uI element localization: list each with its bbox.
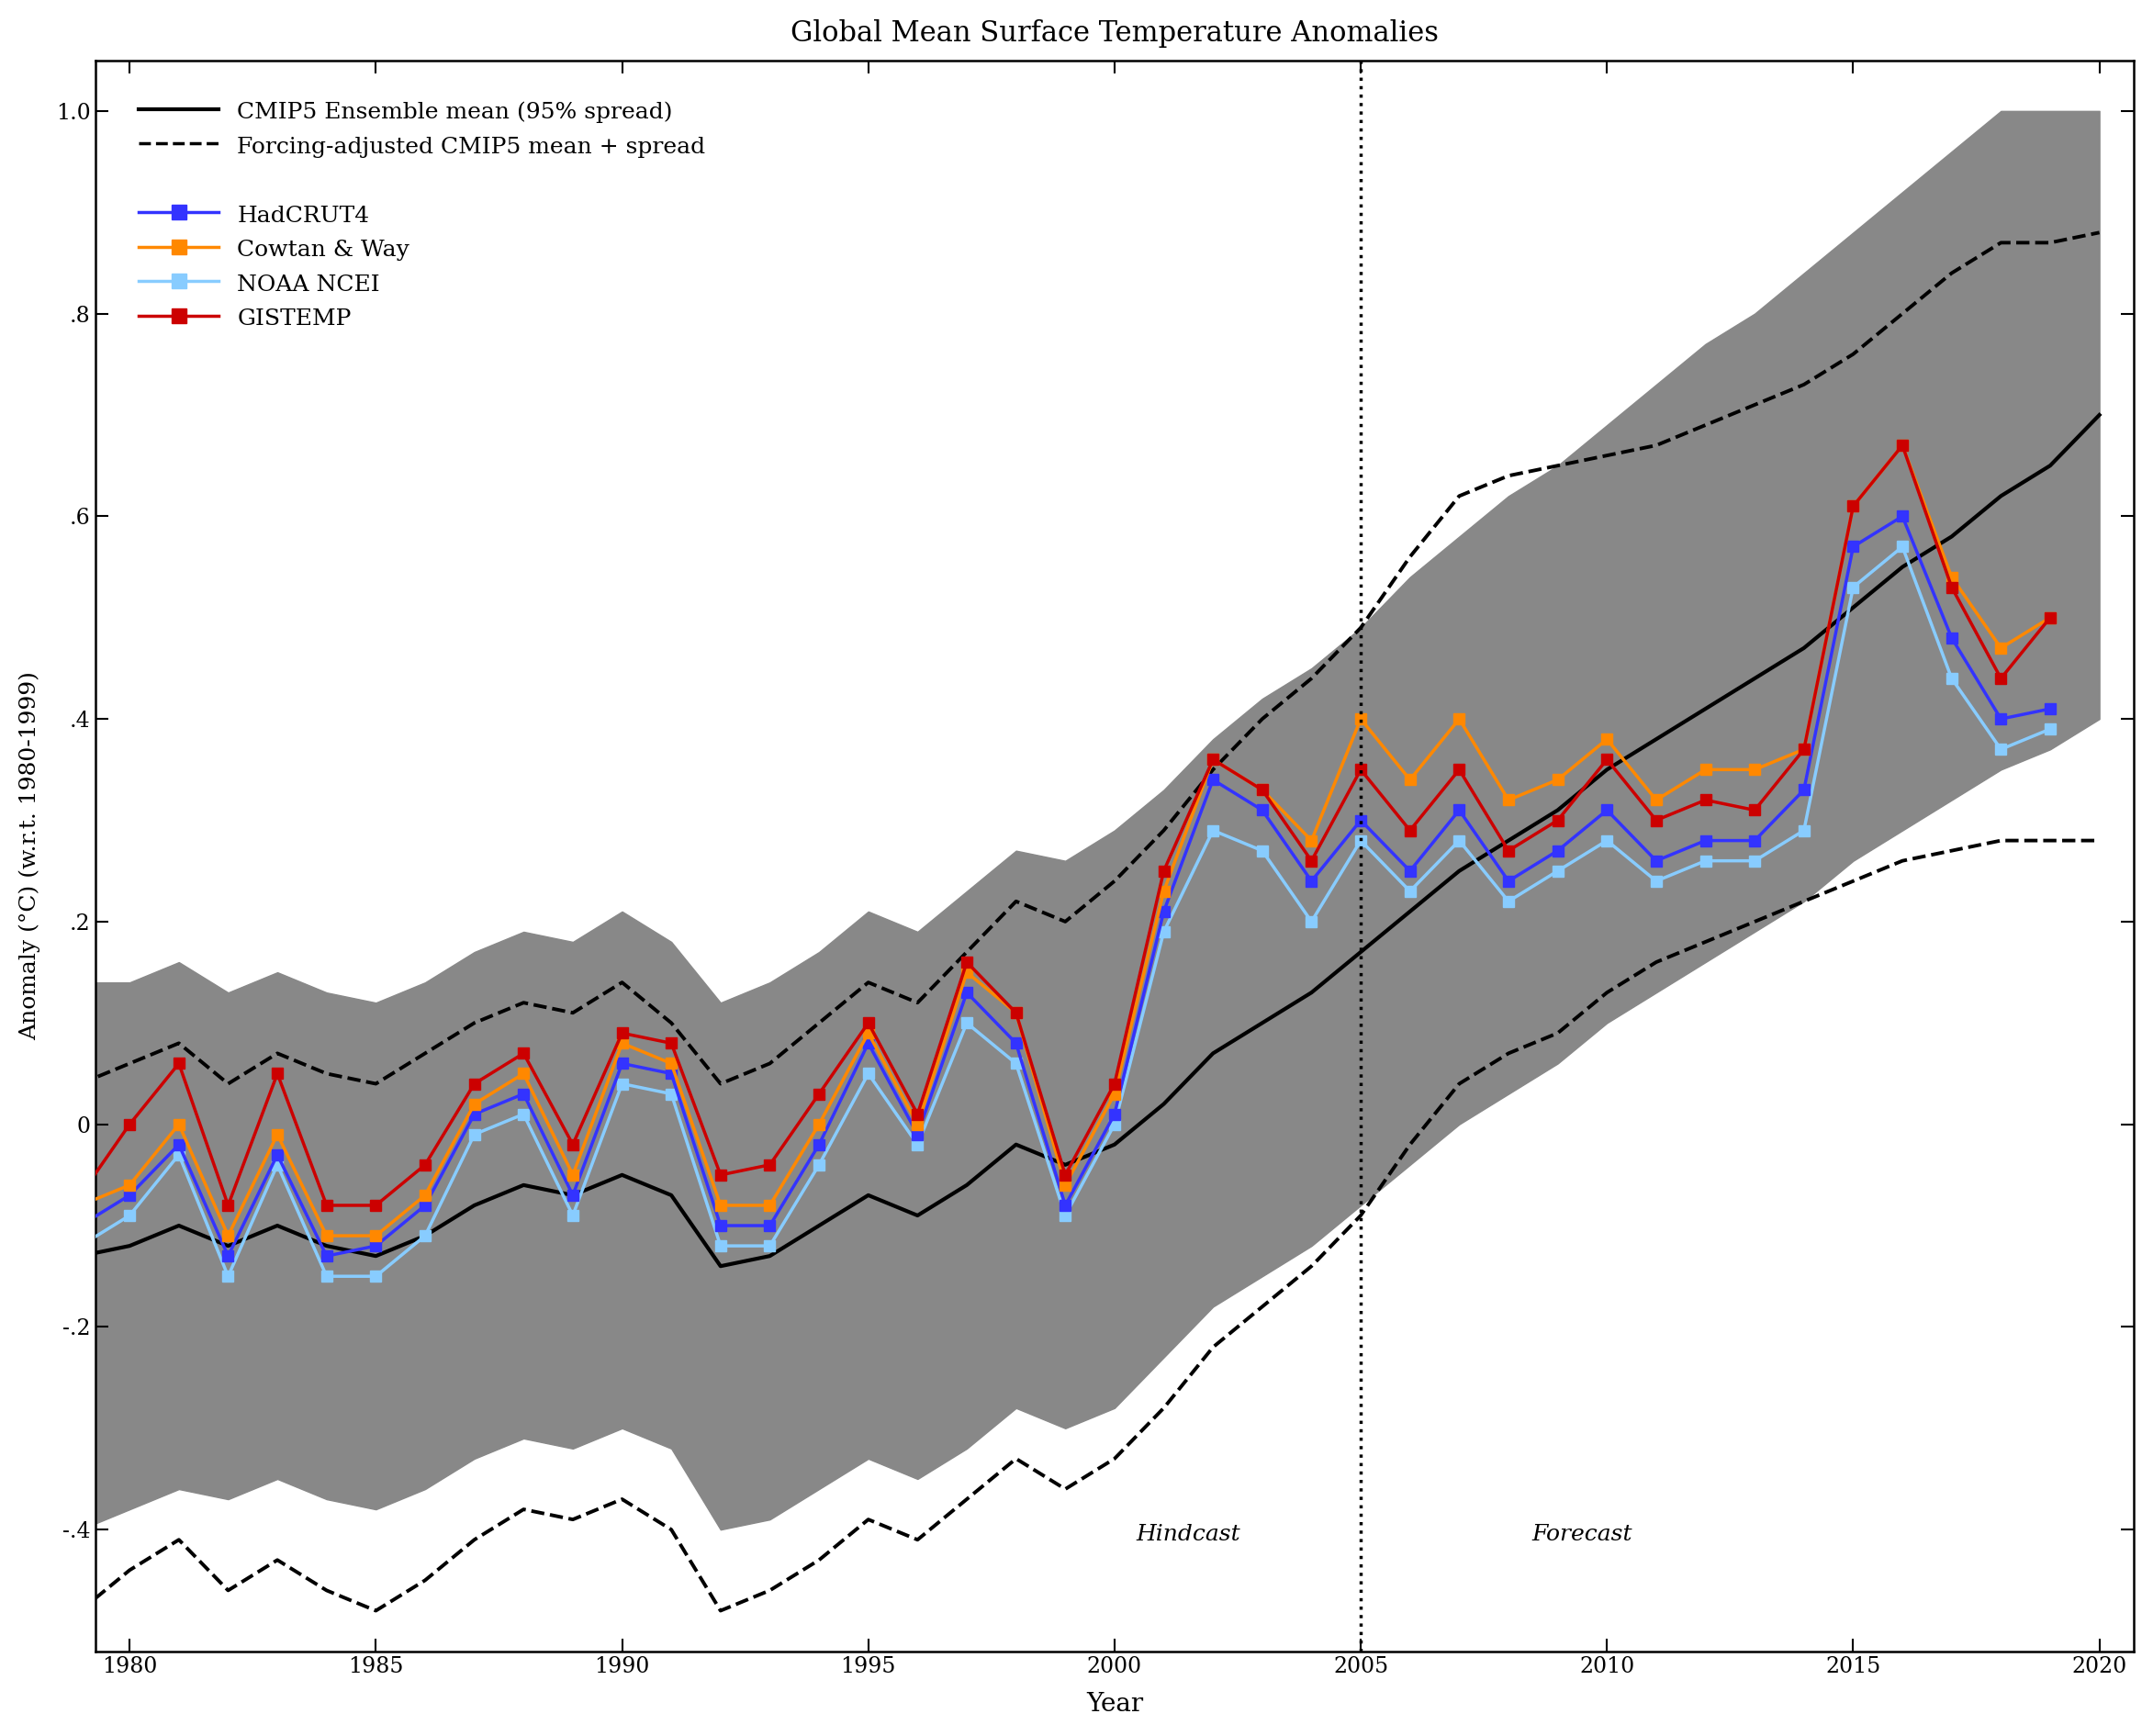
Text: Forecast: Forecast bbox=[1533, 1524, 1632, 1545]
Y-axis label: Anomaly (°C) (w.r.t. 1980-1999): Anomaly (°C) (w.r.t. 1980-1999) bbox=[19, 672, 41, 1040]
X-axis label: Year: Year bbox=[1085, 1693, 1143, 1717]
Legend: CMIP5 Ensemble mean (95% spread), Forcing-adjusted CMIP5 mean + spread, , HadCRU: CMIP5 Ensemble mean (95% spread), Forcin… bbox=[127, 89, 717, 342]
Text: Hindcast: Hindcast bbox=[1137, 1524, 1240, 1545]
Title: Global Mean Surface Temperature Anomalies: Global Mean Surface Temperature Anomalie… bbox=[790, 19, 1438, 47]
